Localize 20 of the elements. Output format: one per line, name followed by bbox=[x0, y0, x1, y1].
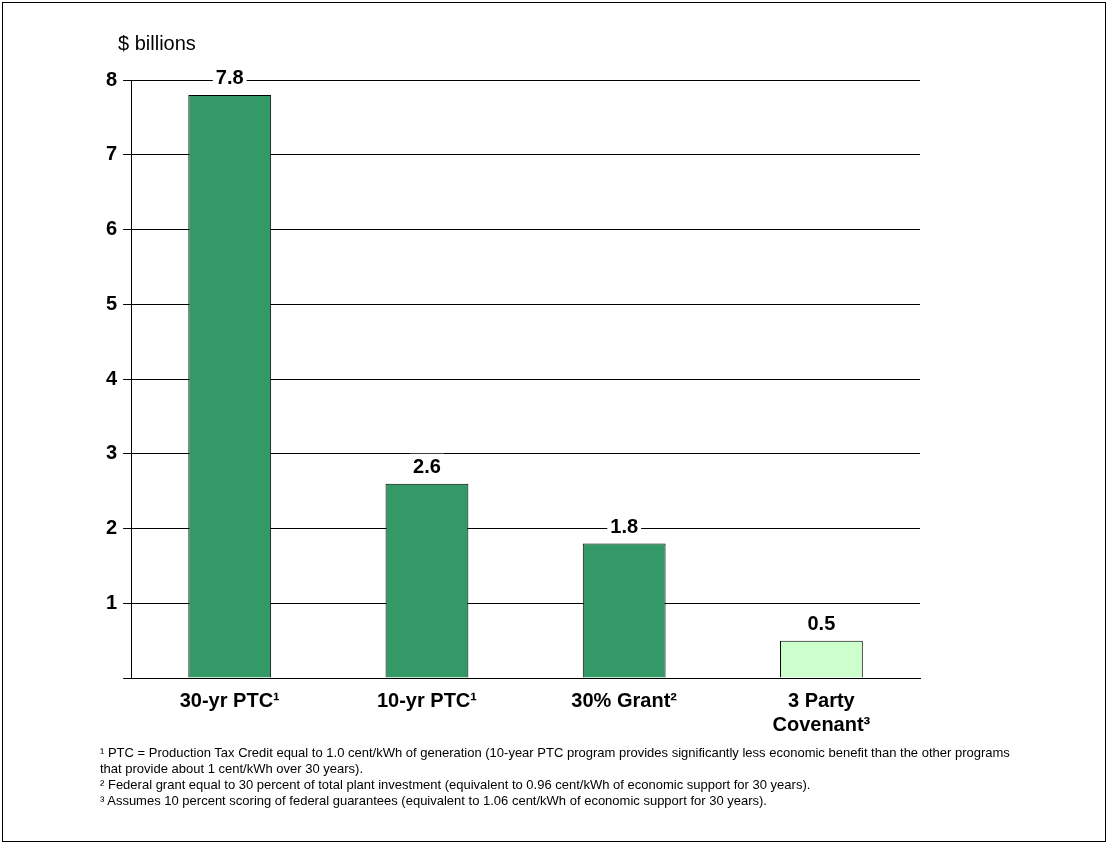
text: ² Federal grant equal to 30 percent of total plant investment (equivalent to 0.96 cent/kWh of economic support for 30 years). bbox=[100, 777, 812, 793]
y-tick-label: 2 bbox=[106, 516, 118, 539]
x-tick-label: 30-yr PTC¹ bbox=[179, 688, 281, 711]
data-label: 2.6 bbox=[413, 455, 441, 478]
y-tick-label: 4 bbox=[106, 366, 118, 389]
y-tick-label: 5 bbox=[106, 291, 118, 314]
y-tick-label: 6 bbox=[106, 217, 118, 240]
y-axis-title: $ billions bbox=[118, 32, 196, 55]
text: ³ Assumes 10 percent scoring of federal guarantees (equivalent to 1.06 cent/kWh of economic support for 30 years). bbox=[100, 793, 768, 809]
data-label: 7.8 bbox=[215, 66, 244, 89]
data-label: 0.5 bbox=[807, 612, 836, 635]
y-tick-label: 1 bbox=[106, 590, 118, 613]
y-tick-label: 3 bbox=[106, 441, 118, 464]
x-tick-label: 3 Party Covenant³ bbox=[772, 688, 871, 735]
y-tick-label: 8 bbox=[106, 67, 118, 90]
y-tick-label: 7 bbox=[106, 142, 118, 165]
x-tick-label: 30% Grant² bbox=[571, 688, 678, 711]
data-label: 1.8 bbox=[610, 514, 639, 537]
text: ¹ PTC = Production Tax Credit equal to 1.0 cent/kWh of generation (10-year PTC program provides significantly less economic benefit than the other programs that provide about 1 cent/kWh over 30 years). bbox=[100, 745, 1011, 777]
x-tick-label: 10-yr PTC¹ bbox=[376, 688, 478, 711]
